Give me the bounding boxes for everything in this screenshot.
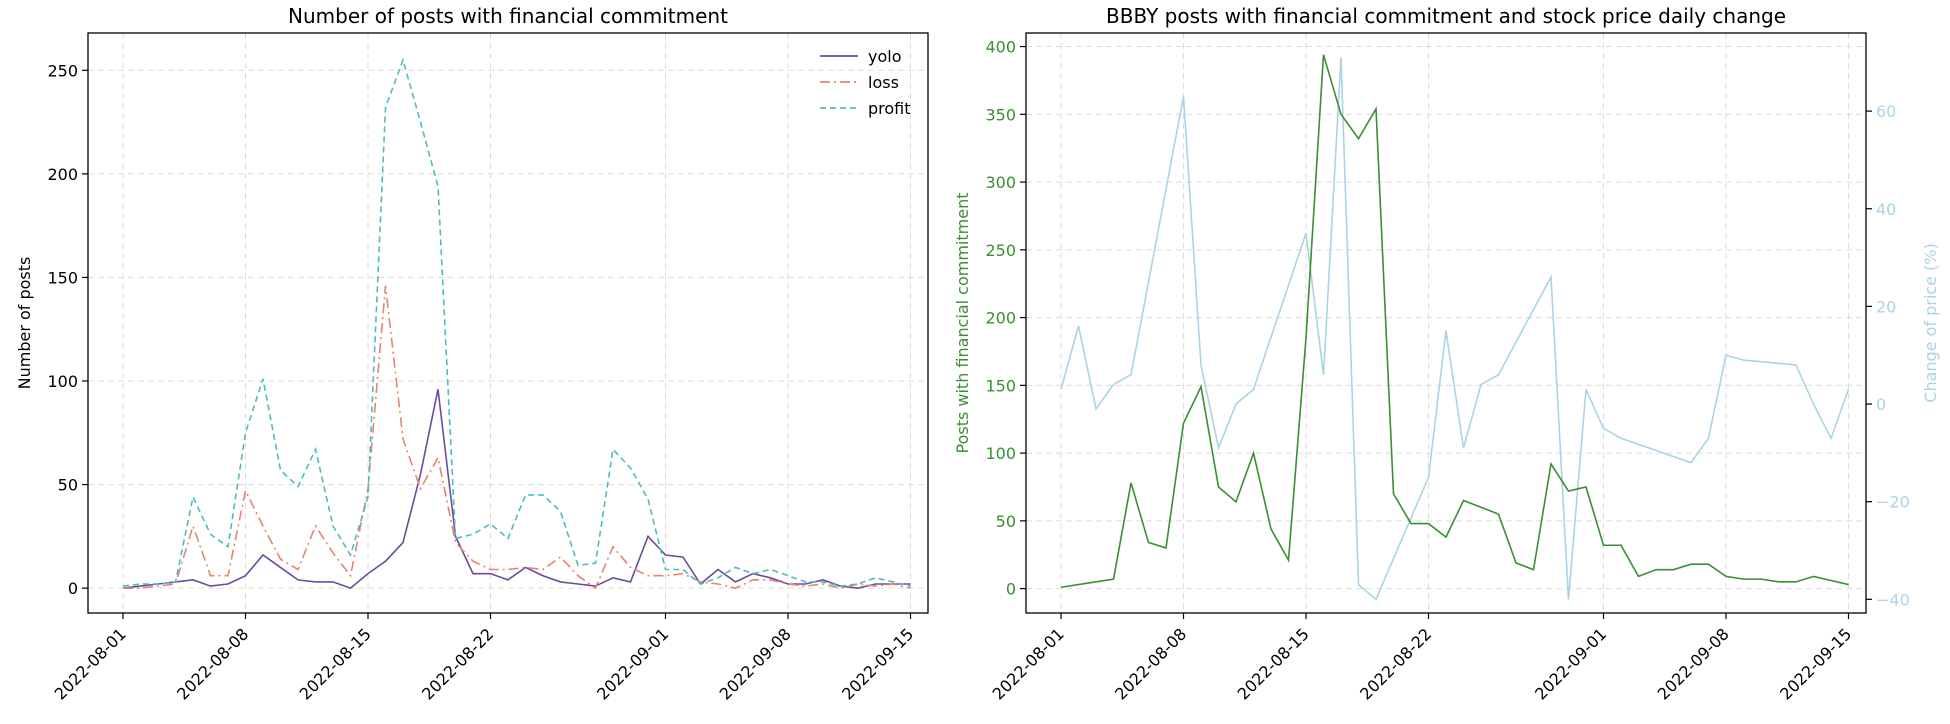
right2-y-tick-label: 60 (1876, 102, 1896, 121)
series-yolo-line (122, 389, 911, 590)
left-chart-title: Number of posts with financial commitmen… (288, 4, 728, 28)
right-y2-axis-label: Change of price (%) (1921, 243, 1940, 402)
right-y-tick-label: 0 (1006, 580, 1016, 599)
right-y-tick-label: 250 (985, 241, 1016, 260)
left-y-tick-label: 150 (47, 268, 78, 287)
right-right-y-axis: −40 −20 0 20 40 60 (1866, 102, 1910, 609)
left-plot-frame (87, 32, 929, 614)
right-y-tick-label: 100 (985, 444, 1016, 463)
right-y-tick-label: 300 (985, 173, 1016, 192)
left-y-tick-label: 100 (47, 372, 78, 391)
right-y-tick-label: 400 (985, 38, 1016, 57)
price-change-line (1060, 57, 1850, 601)
right2-y-tick-label: 20 (1876, 297, 1896, 316)
legend-loss-label: loss (868, 73, 899, 92)
left-series-lines (122, 57, 911, 590)
posts-line (1060, 54, 1849, 589)
series-profit-line (122, 57, 911, 587)
series-loss-line (123, 285, 911, 590)
right2-y-tick-label: 0 (1876, 395, 1886, 414)
right-y-axis-label: Posts with financial commitment (953, 193, 972, 454)
right-left-y-axis: 0 50 100 150 200 250 300 350 400 (985, 38, 1026, 599)
left-y-tick-label: 50 (58, 476, 78, 495)
legend: yolo loss profit (820, 47, 911, 118)
left-y-tick-label: 200 (47, 165, 78, 184)
right-gridlines (1026, 33, 1866, 613)
right-price-change-line (1060, 57, 1850, 601)
right-plot-frame (1025, 32, 1867, 614)
legend-profit-label: profit (868, 99, 911, 118)
right-y-tick-label: 150 (985, 376, 1016, 395)
right-posts-line (1060, 54, 1849, 589)
right2-y-tick-label: −40 (1876, 590, 1910, 609)
right-y-tick-label: 350 (985, 105, 1016, 124)
left-y-tick-label: 250 (47, 61, 78, 80)
left-y-axis-label: Number of posts (15, 257, 34, 390)
legend-yolo-label: yolo (868, 47, 902, 66)
right-y-tick-label: 50 (996, 512, 1016, 531)
right-y-tick-label: 200 (985, 309, 1016, 328)
left-y-axis: 0 50 100 150 200 250 (47, 61, 88, 598)
left-gridlines (88, 33, 928, 613)
right2-y-tick-label: −20 (1876, 493, 1910, 512)
right2-y-tick-label: 40 (1876, 200, 1896, 219)
right-chart-title: BBBY posts with financial commitment and… (1106, 4, 1786, 28)
left-y-tick-label: 0 (68, 579, 78, 598)
